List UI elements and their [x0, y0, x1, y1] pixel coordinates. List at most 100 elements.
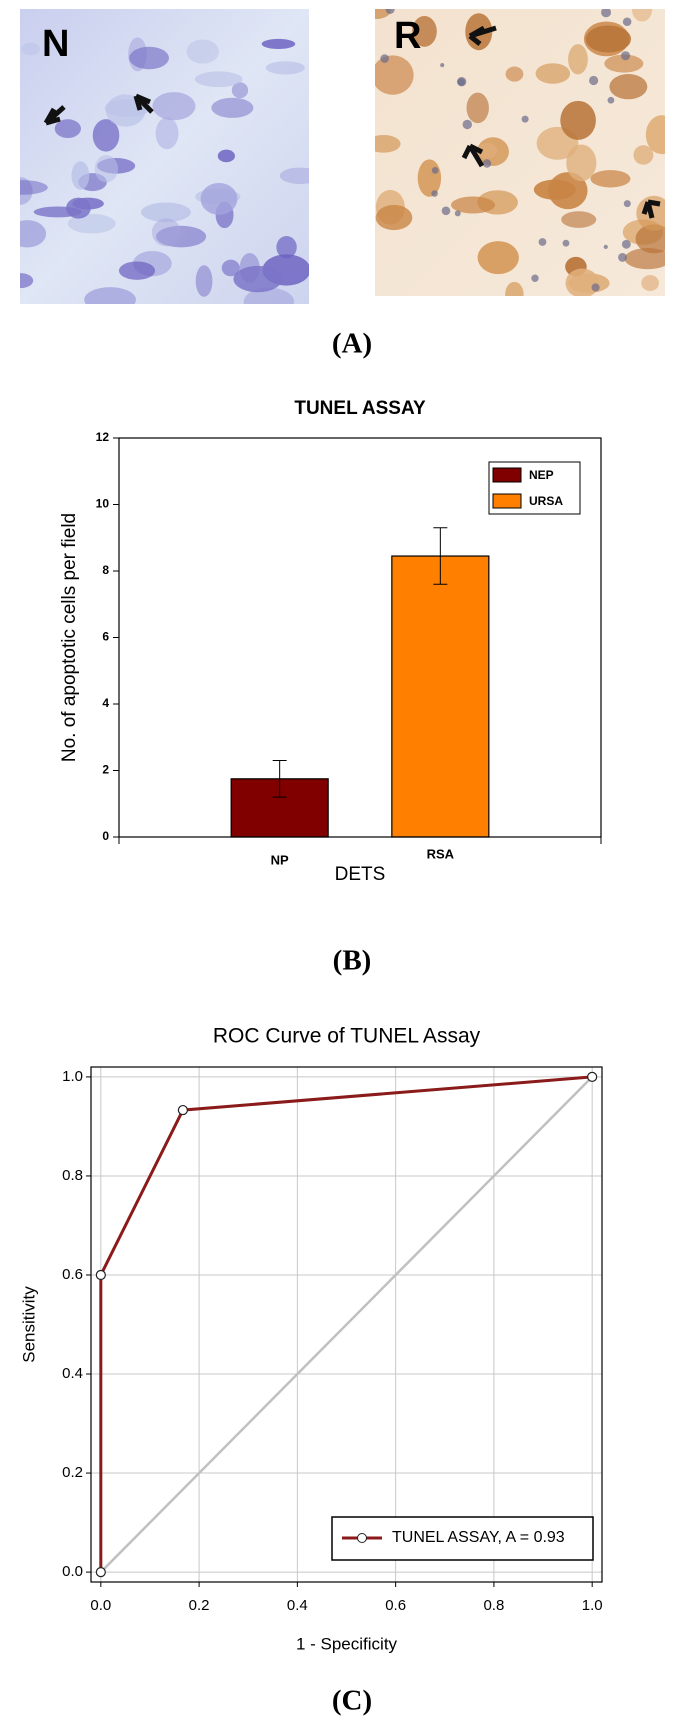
- x-axis-label: DETS: [335, 864, 386, 885]
- nucleus: [440, 63, 445, 68]
- nucleus: [380, 54, 389, 63]
- x-tick-label: 0.0: [90, 1597, 111, 1614]
- cell: [412, 16, 437, 47]
- y-tick-label: 10: [96, 497, 110, 511]
- cell: [84, 287, 136, 304]
- panel-label: (B): [333, 945, 372, 977]
- cell: [195, 265, 213, 297]
- cell: [231, 82, 249, 99]
- cell: [279, 167, 309, 184]
- cell: [641, 275, 660, 292]
- cell: [217, 149, 235, 163]
- bar: [391, 555, 490, 838]
- cell: [635, 224, 665, 254]
- cell: [265, 61, 306, 75]
- y-tick-label: 0.2: [62, 1464, 83, 1481]
- nucleus: [603, 244, 608, 250]
- cell: [505, 281, 524, 296]
- cell: [20, 180, 48, 195]
- legend-label: URSA: [529, 494, 563, 508]
- cell: [533, 179, 576, 200]
- cell: [200, 182, 238, 215]
- y-tick-label: 2: [102, 763, 109, 777]
- nucleus: [621, 51, 631, 61]
- nucleus: [538, 238, 547, 246]
- nucleus: [601, 9, 612, 18]
- chart-title: TUNEL ASSAY: [294, 398, 426, 419]
- arrow: [468, 25, 497, 46]
- cell: [631, 9, 653, 22]
- marker: [95, 1269, 106, 1281]
- cell: [67, 213, 116, 234]
- y-tick-label: 0.8: [62, 1167, 83, 1184]
- cell: [585, 25, 632, 53]
- y-tick-label: 1.0: [62, 1068, 83, 1085]
- x-axis-label: 1 - Specificity: [296, 1634, 398, 1653]
- error-bar: [433, 527, 448, 585]
- x-tick-label: NP: [271, 852, 289, 867]
- cell: [221, 259, 240, 277]
- cell: [20, 220, 47, 248]
- nucleus: [622, 17, 632, 27]
- cell: [560, 100, 596, 140]
- cell: [624, 248, 665, 270]
- nucleus: [621, 239, 631, 249]
- cell: [477, 143, 498, 159]
- legend-swatch: [492, 467, 522, 483]
- panel-label: (C): [332, 1685, 372, 1717]
- x-tick-label: 0.2: [189, 1597, 210, 1614]
- legend-label: TUNEL ASSAY, A = 0.93: [392, 1529, 565, 1546]
- panel-label: (A): [332, 328, 372, 360]
- nucleus: [607, 96, 615, 104]
- nucleus: [431, 190, 438, 197]
- arrow: [641, 199, 661, 219]
- nucleus: [521, 115, 529, 123]
- x-tick-label: 0.6: [385, 1597, 406, 1614]
- y-tick-label: 0.0: [62, 1563, 83, 1580]
- cell: [151, 218, 181, 247]
- arrow: [43, 105, 66, 126]
- nucleus: [482, 159, 492, 168]
- y-axis-label: No. of apoptotic cells per field: [59, 513, 80, 762]
- cell: [233, 265, 283, 293]
- cell: [561, 211, 597, 228]
- cell: [466, 92, 489, 124]
- cell: [375, 204, 413, 231]
- cell: [21, 42, 41, 56]
- arrow: [461, 143, 485, 168]
- y-tick-label: 0: [102, 829, 109, 843]
- cell: [609, 74, 648, 100]
- cell: [604, 54, 644, 73]
- image-label: N: [42, 23, 69, 65]
- x-tick-label: 1.0: [582, 1597, 603, 1614]
- nucleus: [531, 274, 539, 282]
- arrow: [133, 93, 154, 114]
- nucleus: [385, 9, 395, 14]
- cell: [375, 135, 401, 153]
- legend-swatch: [492, 493, 522, 509]
- cell: [71, 161, 90, 190]
- image-label: R: [394, 15, 421, 57]
- chart-title: ROC Curve of TUNEL Assay: [213, 1025, 481, 1048]
- plot-frame: [118, 437, 602, 838]
- x-tick-label: 0.4: [287, 1597, 308, 1614]
- cell: [194, 71, 243, 88]
- error-bar: [272, 760, 287, 798]
- nucleus: [562, 239, 570, 247]
- cell: [261, 38, 296, 49]
- legend-marker: [357, 1533, 367, 1543]
- cell: [155, 117, 179, 150]
- x-tick-label: 0.8: [483, 1597, 504, 1614]
- nucleus: [462, 119, 473, 130]
- cell: [450, 196, 496, 214]
- nucleus: [623, 200, 631, 208]
- cell: [211, 97, 254, 118]
- cell: [417, 159, 442, 197]
- cell: [54, 119, 81, 139]
- cell: [505, 66, 524, 82]
- nucleus: [454, 210, 461, 217]
- nucleus: [591, 283, 600, 292]
- cell: [568, 44, 588, 75]
